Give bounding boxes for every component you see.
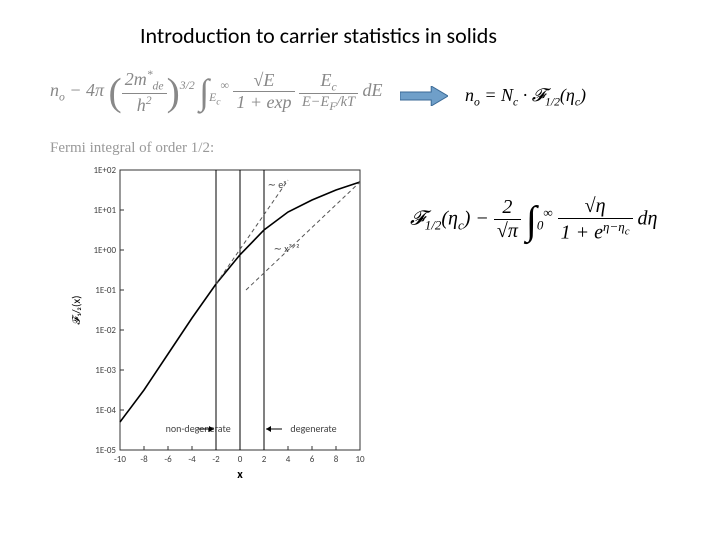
x-tick-label: -4	[188, 454, 196, 465]
annotation-x32: ∼ x³ᐟ²	[274, 242, 300, 255]
y-tick-label: 1E-01	[95, 285, 116, 296]
y-tick-label: 1E-04	[95, 405, 116, 416]
x-tick-label: -2	[212, 454, 220, 465]
asymptote-pow	[246, 182, 360, 290]
x-tick-label: 0	[238, 454, 243, 465]
equation-n0-integral: no − 4π (2m*deh2)3/2 ∫Ec∞ √E1 + exp EcE−…	[50, 68, 383, 116]
x-axis-label: x	[237, 468, 243, 482]
x-tick-label: 4	[286, 454, 291, 465]
x-tick-label: 10	[355, 454, 365, 465]
equation-fermi-half: 𝓕1/2(ηc) − 2√π ∫0∞ √η1 + eη−ηc dη	[410, 195, 657, 245]
x-tick-label: 8	[334, 454, 339, 465]
x-tick-label: -10	[114, 454, 126, 465]
fermi-integral-label: Fermi integral of order 1/2:	[50, 140, 214, 157]
x-tick-label: 2	[262, 454, 267, 465]
page-title: Introduction to carrier statistics in so…	[140, 22, 497, 49]
x-tick-label: 6	[310, 454, 315, 465]
annotation-ex: ∼ eˣ	[268, 178, 287, 191]
annotation-deg: degenerate	[290, 422, 336, 435]
arrow-icon	[400, 86, 448, 106]
asymptote-exp	[216, 180, 288, 284]
equation-n0-nc: no = Nc · 𝓕1/2(ηc)	[465, 85, 586, 109]
y-tick-label: 1E+01	[93, 205, 116, 216]
x-tick-label: -6	[164, 454, 172, 465]
x-tick-label: -8	[140, 454, 148, 465]
y-tick-label: 1E-02	[95, 325, 116, 336]
y-tick-label: 1E+02	[93, 165, 116, 176]
y-axis-label: 𝓕₁/₂(x)	[70, 296, 83, 325]
fermi-integral-chart: 1E+021E+011E+001E-011E-021E-031E-041E-05…	[70, 160, 390, 510]
y-tick-label: 1E+00	[93, 245, 116, 256]
y-tick-label: 1E-03	[95, 365, 116, 376]
